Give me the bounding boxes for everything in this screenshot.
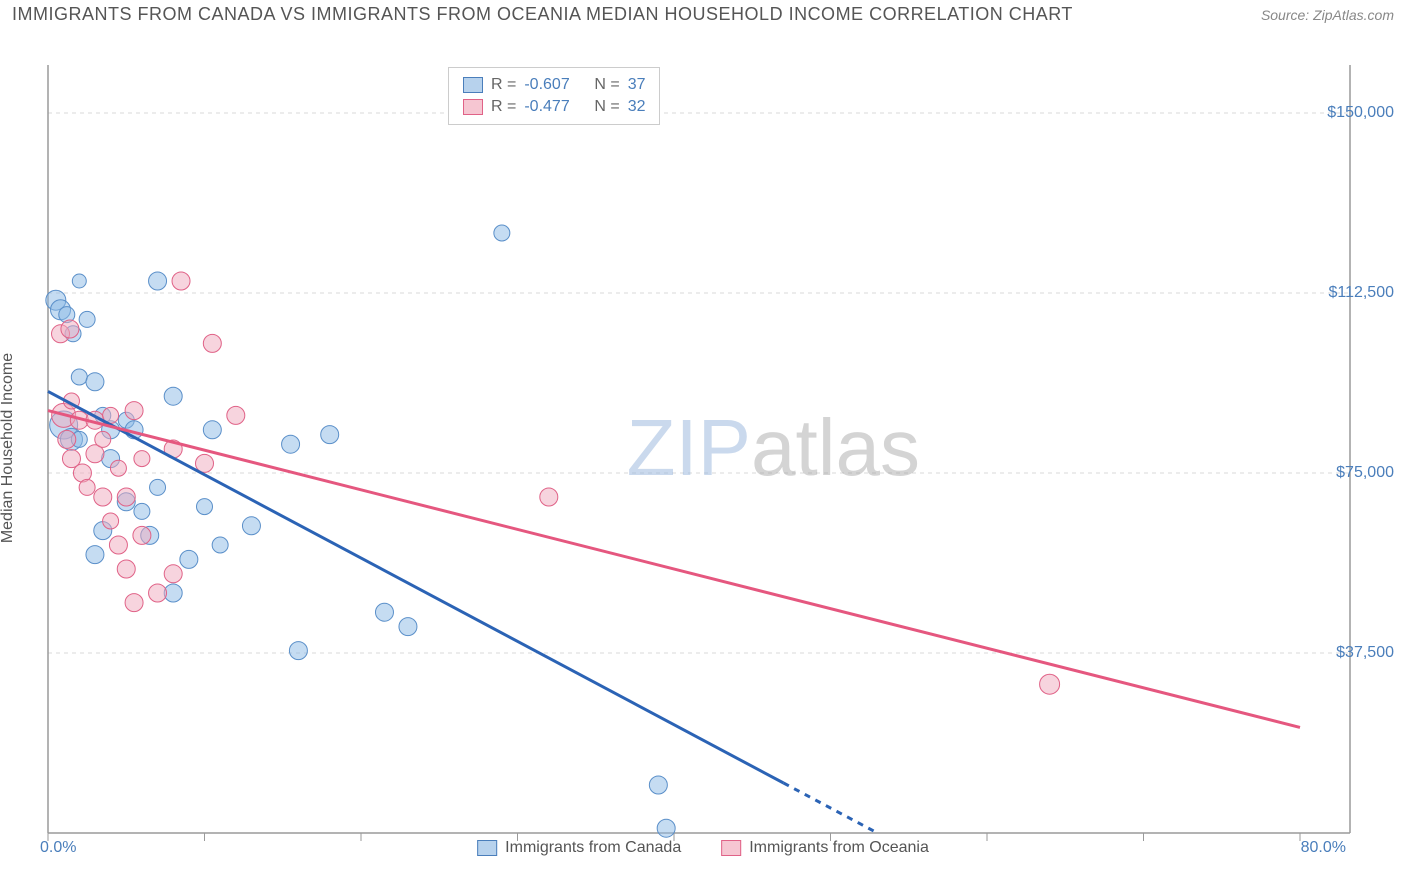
legend-swatch	[721, 840, 741, 856]
x-axis-min-label: 0.0%	[40, 839, 76, 857]
chart-container: Median Household Income ZIPatlas R =-0.6…	[0, 33, 1406, 863]
y-tick-label: $75,000	[1336, 464, 1394, 482]
legend-swatch	[463, 99, 483, 115]
bottom-legend-item: Immigrants from Oceania	[721, 839, 929, 857]
stats-legend: R =-0.607N =37R =-0.477N =32	[448, 67, 660, 125]
stats-legend-row: R =-0.477N =32	[463, 96, 645, 118]
chart-header: IMMIGRANTS FROM CANADA VS IMMIGRANTS FRO…	[0, 0, 1406, 33]
legend-swatch	[463, 77, 483, 93]
bottom-legend: Immigrants from Canada Immigrants from Oc…	[477, 839, 929, 857]
chart-source: Source: ZipAtlas.com	[1261, 7, 1394, 23]
y-tick-label: $112,500	[1328, 284, 1394, 302]
stats-legend-row: R =-0.607N =37	[463, 74, 645, 96]
bottom-legend-item: Immigrants from Canada	[477, 839, 681, 857]
scatter-chart	[0, 33, 1406, 863]
y-tick-label: $37,500	[1336, 644, 1394, 662]
y-tick-label: $150,000	[1327, 104, 1394, 122]
x-axis-max-label: 80.0%	[1301, 839, 1346, 857]
chart-title: IMMIGRANTS FROM CANADA VS IMMIGRANTS FRO…	[12, 4, 1073, 25]
legend-swatch	[477, 840, 497, 856]
y-axis-label: Median Household Income	[0, 353, 17, 543]
